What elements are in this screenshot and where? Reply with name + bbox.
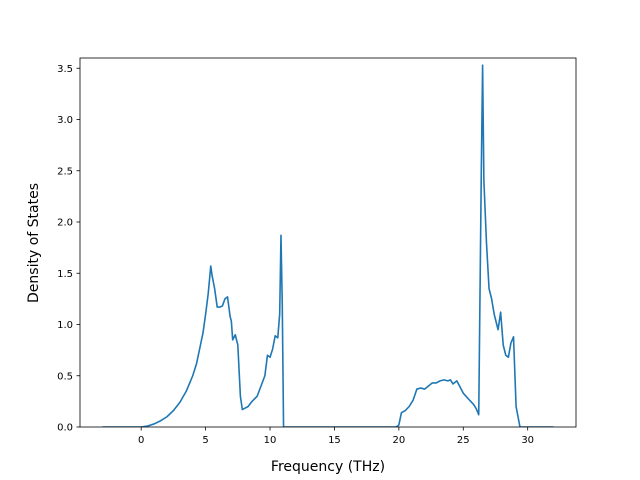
y-tick-label: 1.0: [57, 320, 73, 331]
y-tick-label: 0.5: [57, 371, 73, 382]
y-axis-label: Density of States: [26, 183, 42, 303]
x-axis-ticks: 0 5 10 15 20 25 30: [138, 427, 534, 446]
y-tick-label: 1.5: [57, 269, 73, 280]
x-tick-label: 15: [328, 435, 341, 446]
dos-series-line: [102, 64, 554, 427]
plot-area: [102, 64, 554, 427]
x-tick-label: 0: [138, 435, 144, 446]
y-axis-ticks: 0.0 0.5 1.0 1.5 2.0 2.5 3.0 3.5: [57, 64, 80, 434]
x-tick-label: 5: [202, 435, 208, 446]
x-tick-label: 20: [392, 435, 405, 446]
x-tick-label: 10: [264, 435, 277, 446]
x-axis-label: Frequency (THz): [271, 459, 385, 475]
axes-frame: [79, 57, 577, 428]
y-tick-label: 2.5: [57, 166, 73, 177]
y-tick-label: 0.0: [57, 423, 73, 434]
y-tick-label: 3.0: [57, 115, 73, 126]
y-tick-label: 2.0: [57, 218, 73, 229]
y-tick-label: 3.5: [57, 64, 73, 75]
x-tick-label: 30: [521, 435, 534, 446]
x-tick-label: 25: [457, 435, 470, 446]
